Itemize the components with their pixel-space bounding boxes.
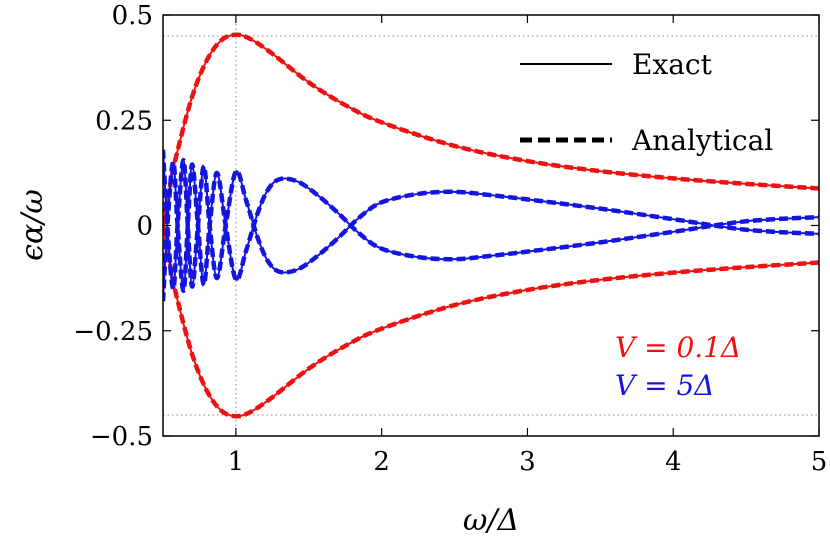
x-tick-label: 2 bbox=[373, 447, 390, 477]
x-axis-label: ω/Δ bbox=[463, 503, 519, 538]
y-axis-label: ϵα/ω bbox=[15, 189, 50, 261]
y-tick-label: −0.5 bbox=[90, 422, 153, 452]
legend: Exact Analytical bbox=[520, 48, 773, 157]
y-tick-label: 0.25 bbox=[95, 106, 153, 136]
series-analytical-line-3 bbox=[163, 160, 819, 302]
legend-exact-label: Exact bbox=[632, 48, 713, 81]
series-analytical-line-1 bbox=[163, 225, 819, 419]
annotation-v-small: V = 0.1Δ bbox=[615, 331, 741, 364]
annotation-v-large: V = 5Δ bbox=[615, 369, 715, 402]
legend-analytical-label: Analytical bbox=[631, 124, 773, 157]
y-tick-label: −0.25 bbox=[73, 317, 153, 347]
x-tick-label: 4 bbox=[665, 447, 682, 477]
series-analytical-line-2 bbox=[163, 149, 819, 291]
x-tick-label: 3 bbox=[519, 447, 536, 477]
y-tick-label: 0.5 bbox=[112, 1, 153, 31]
x-tick-label: 1 bbox=[228, 447, 245, 477]
series-analytical-line-0 bbox=[163, 32, 819, 226]
y-tick-label: 0 bbox=[136, 212, 153, 242]
x-tick-label: 5 bbox=[811, 447, 828, 477]
